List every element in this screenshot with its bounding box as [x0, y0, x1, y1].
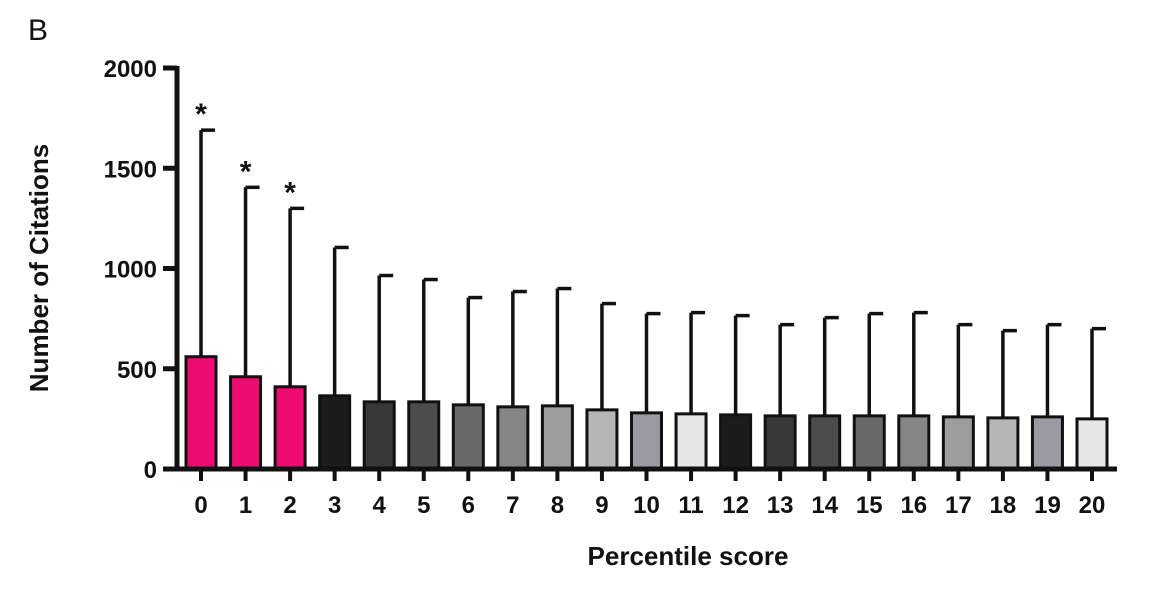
x-tick-label: 15 — [856, 492, 883, 519]
x-tick-label: 19 — [1034, 492, 1061, 519]
x-tick-label: 11 — [678, 492, 703, 519]
x-tick-label: 16 — [900, 492, 927, 519]
bar — [1030, 415, 1064, 471]
x-tick-label: 18 — [990, 492, 1017, 519]
x-ticks: 0 1 2 3 4 5 6 7 8 9 10 11 12 13 14 15 16 17 18 19 20 — [194, 469, 1105, 519]
x-tick-label: 17 — [945, 492, 972, 519]
bar — [184, 355, 218, 471]
bar — [986, 416, 1020, 471]
bar — [273, 385, 307, 471]
y-tick-label: 1500 — [104, 156, 157, 183]
significance-markers: * * * — [195, 98, 296, 209]
bar — [808, 414, 842, 471]
x-tick-label: 20 — [1079, 492, 1106, 519]
x-tick-label: 2 — [283, 492, 296, 519]
y-tick-label: 0 — [144, 457, 157, 484]
bar — [407, 400, 441, 471]
bar — [630, 411, 663, 471]
x-tick-label: 8 — [551, 492, 564, 519]
bar — [229, 375, 263, 471]
bar — [318, 394, 352, 471]
bar — [897, 414, 931, 471]
bar — [585, 408, 619, 471]
y-ticks: 0 500 1000 1500 2000 — [104, 56, 177, 484]
bar — [719, 413, 753, 471]
error-bars — [199, 128, 1106, 419]
x-tick-label: 5 — [417, 492, 430, 519]
significance-marker: * — [195, 98, 207, 131]
panel-label: B — [28, 14, 48, 47]
bar — [852, 414, 886, 471]
x-tick-label: 9 — [595, 492, 608, 519]
x-tick-label: 6 — [462, 492, 475, 519]
bar — [674, 412, 708, 471]
y-tick-label: 1000 — [104, 257, 157, 284]
y-tick-label: 500 — [117, 357, 157, 384]
x-tick-label: 14 — [811, 492, 838, 519]
x-tick-label: 1 — [239, 492, 252, 519]
x-tick-label: 13 — [767, 492, 794, 519]
x-tick-label: 10 — [633, 492, 660, 519]
bar — [540, 404, 574, 471]
y-axis-title: Number of Citations — [24, 144, 54, 392]
bar — [451, 403, 485, 471]
bar — [362, 400, 396, 471]
x-tick-label: 4 — [373, 492, 387, 519]
significance-marker: * — [284, 176, 296, 209]
bars — [184, 355, 1109, 471]
bar — [496, 405, 530, 471]
y-tick-label: 2000 — [104, 56, 157, 83]
x-tick-label: 3 — [328, 492, 341, 519]
significance-marker: * — [240, 155, 252, 188]
x-tick-label: 0 — [194, 492, 207, 519]
bar — [1075, 417, 1109, 471]
bar — [763, 414, 797, 471]
bar — [941, 415, 975, 471]
x-tick-label: 12 — [722, 492, 749, 519]
x-tick-label: 7 — [506, 492, 519, 519]
x-axis-title: Percentile score — [588, 541, 789, 571]
